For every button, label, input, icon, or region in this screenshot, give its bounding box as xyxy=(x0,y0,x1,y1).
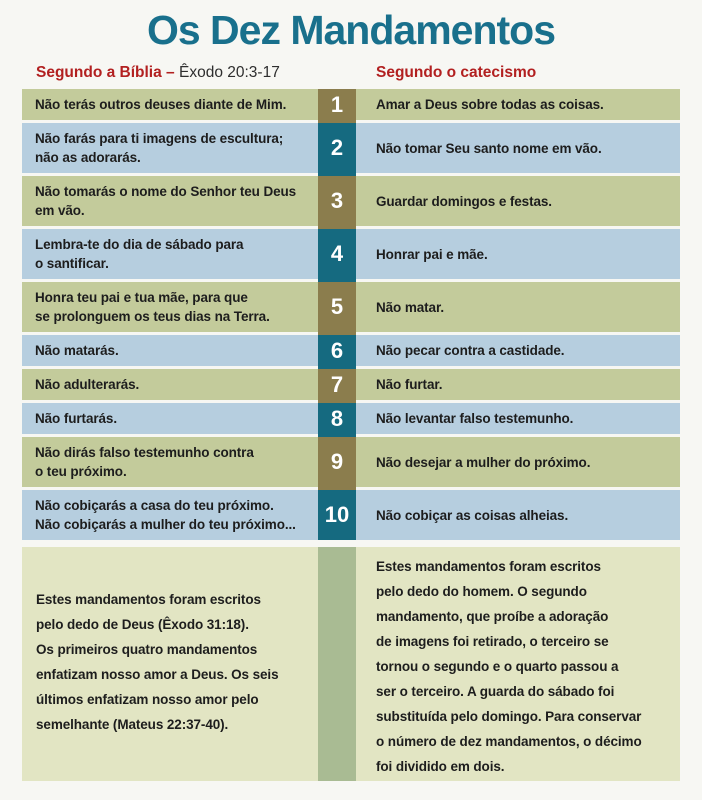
bible-commandment-text: Não farás para ti imagens de escultura; … xyxy=(22,123,318,173)
commandment-number-badge: 9 xyxy=(318,437,356,490)
catechism-footer-note: Estes mandamentos foram escritos pelo de… xyxy=(376,559,642,774)
commandment-row: Não adulterarás. 7 Não furtar. xyxy=(22,369,680,403)
bible-commandment-text: Não furtarás. xyxy=(22,403,318,434)
commandment-row: Lembra-te do dia de sábado para o santif… xyxy=(22,229,680,282)
catechism-commandment-text: Honrar pai e mãe. xyxy=(356,229,680,279)
bible-commandment-text: Não matarás. xyxy=(22,335,318,366)
commandment-number-badge: 8 xyxy=(318,403,356,437)
bible-commandment-text: Lembra-te do dia de sábado para o santif… xyxy=(22,229,318,279)
catechism-commandment-text: Amar a Deus sobre todas as coisas. xyxy=(356,89,680,120)
bible-commandment-text: Honra teu pai e tua mãe, para que se pro… xyxy=(22,282,318,332)
bible-footer-note: Estes mandamentos foram escritos pelo de… xyxy=(36,592,279,732)
commandment-number-badge: 3 xyxy=(318,176,356,229)
commandment-row: Não dirás falso testemunho contra o teu … xyxy=(22,437,680,490)
bible-commandment-text: Não tomarás o nome do Senhor teu Deus em… xyxy=(22,176,318,226)
catechism-commandment-text: Guardar domingos e festas. xyxy=(356,176,680,226)
bible-header-reference: Êxodo 20:3-17 xyxy=(178,64,280,81)
commandment-row: Não furtarás. 8 Não levantar falso teste… xyxy=(22,403,680,437)
commandment-number-badge: 5 xyxy=(318,282,356,335)
commandment-row: Não terás outros deuses diante de Mim. 1… xyxy=(22,89,680,123)
bible-column-header: Segundo a Bíblia – Êxodo 20:3-17 xyxy=(22,64,356,82)
commandment-row: Não cobiçarás a casa do teu próximo. Não… xyxy=(22,490,680,540)
catechism-commandment-text: Não levantar falso testemunho. xyxy=(356,403,680,434)
catechism-commandment-text: Não desejar a mulher do próximo. xyxy=(356,437,680,487)
bible-commandment-text: Não cobiçarás a casa do teu próximo. Não… xyxy=(22,490,318,540)
bible-footer-box: Estes mandamentos foram escritos pelo de… xyxy=(22,547,318,781)
commandment-number-badge: 10 xyxy=(318,490,356,540)
bible-header-label: Segundo a Bíblia xyxy=(36,64,162,81)
catechism-commandment-text: Não matar. xyxy=(356,282,680,332)
catechism-commandment-text: Não furtar. xyxy=(356,369,680,400)
commandment-row: Não tomarás o nome do Senhor teu Deus em… xyxy=(22,176,680,229)
bible-commandment-text: Não dirás falso testemunho contra o teu … xyxy=(22,437,318,487)
commandment-row: Honra teu pai e tua mãe, para que se pro… xyxy=(22,282,680,335)
column-headers: Segundo a Bíblia – Êxodo 20:3-17 Segundo… xyxy=(22,58,680,82)
commandment-number-badge: 4 xyxy=(318,229,356,282)
commandment-number-badge: 7 xyxy=(318,369,356,403)
catechism-footer-box: Estes mandamentos foram escritos pelo de… xyxy=(356,547,680,781)
commandments-table: Não terás outros deuses diante de Mim. 1… xyxy=(22,89,680,540)
catechism-commandment-text: Não cobiçar as coisas alheias. xyxy=(356,490,680,540)
page-title: Os Dez Mandamentos xyxy=(146,7,556,53)
catechism-commandment-text: Não tomar Seu santo nome em vão. xyxy=(356,123,680,173)
poster-content: Os Dez Mandamentos Segundo a Bíblia – Êx… xyxy=(22,4,680,781)
commandment-row: Não matarás. 6 Não pecar contra a castid… xyxy=(22,335,680,369)
commandment-number-badge: 1 xyxy=(318,89,356,123)
catechism-column-header: Segundo o catecismo xyxy=(376,64,537,81)
catechism-commandment-text: Não pecar contra a castidade. xyxy=(356,335,680,366)
commandment-number-badge: 2 xyxy=(318,123,356,176)
bible-commandment-text: Não terás outros deuses diante de Mim. xyxy=(22,89,318,120)
bible-commandment-text: Não adulterarás. xyxy=(22,369,318,400)
commandment-number-badge: 6 xyxy=(318,335,356,369)
footer-section: Estes mandamentos foram escritos pelo de… xyxy=(22,547,680,781)
center-divider-strip xyxy=(318,547,356,781)
header-dash: – xyxy=(166,64,175,81)
commandment-row: Não farás para ti imagens de escultura; … xyxy=(22,123,680,176)
